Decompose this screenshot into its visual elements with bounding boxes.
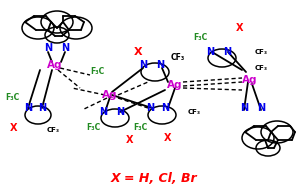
Text: X: X: [164, 133, 172, 143]
Text: N: N: [116, 107, 124, 117]
Text: N: N: [146, 103, 154, 113]
Text: CF₃: CF₃: [255, 65, 268, 71]
Text: N: N: [156, 60, 164, 70]
Text: F₃C: F₃C: [193, 33, 207, 43]
Text: Ag: Ag: [47, 60, 63, 70]
Text: N: N: [61, 43, 69, 53]
Text: N: N: [257, 103, 265, 113]
Text: N: N: [206, 47, 214, 57]
Text: Ag: Ag: [102, 90, 118, 100]
Text: X: X: [10, 123, 18, 133]
Text: CF₃: CF₃: [171, 53, 185, 63]
Text: X: X: [236, 23, 244, 33]
Text: N: N: [139, 60, 147, 70]
Text: F₃C: F₃C: [86, 123, 100, 132]
Text: N: N: [24, 103, 32, 113]
Text: F₃C: F₃C: [90, 67, 104, 77]
Text: X: X: [134, 47, 142, 57]
Text: N: N: [99, 107, 107, 117]
Text: Ag: Ag: [167, 80, 183, 90]
Text: N: N: [38, 103, 46, 113]
Text: Ag: Ag: [242, 75, 258, 85]
Text: CF₃: CF₃: [255, 49, 268, 55]
Text: F₃C: F₃C: [133, 123, 147, 132]
Text: N: N: [223, 47, 231, 57]
Text: X: X: [126, 135, 134, 145]
Text: N: N: [161, 103, 169, 113]
Text: CF₃: CF₃: [188, 109, 201, 115]
Text: F₃C: F₃C: [5, 94, 19, 102]
Text: N: N: [240, 103, 248, 113]
Text: N: N: [44, 43, 52, 53]
Text: X = H, Cl, Br: X = H, Cl, Br: [111, 171, 197, 184]
Text: CF₃: CF₃: [47, 127, 59, 133]
